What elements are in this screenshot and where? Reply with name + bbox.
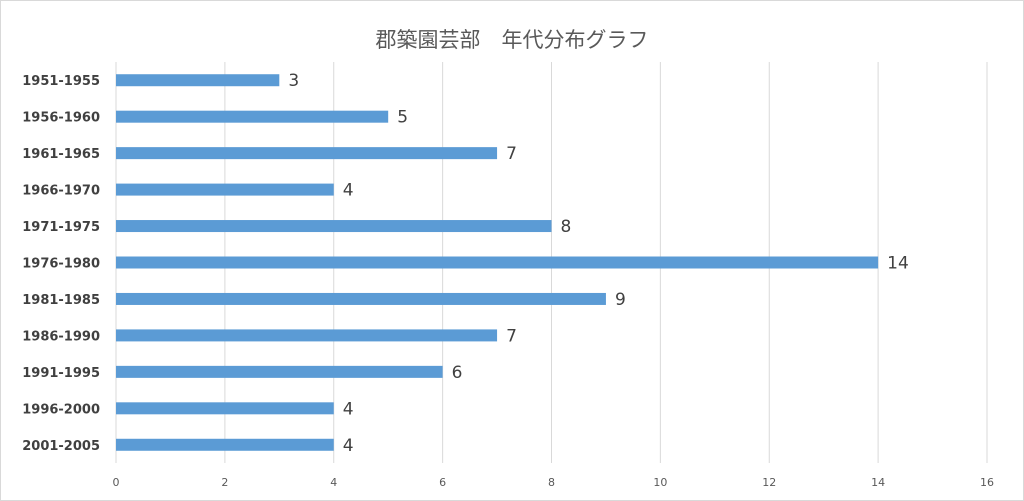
x-tick-label: 14 — [871, 476, 885, 489]
data-label: 5 — [397, 108, 408, 128]
category-label: 1956-1960 — [22, 111, 100, 126]
data-label: 7 — [506, 144, 517, 164]
x-tick-label: 10 — [653, 476, 667, 489]
x-tick-label: 0 — [113, 476, 120, 489]
chart-title: 郡築園芸部 年代分布グラフ — [375, 28, 649, 52]
category-label: 1986-1990 — [22, 329, 100, 344]
bar — [116, 402, 334, 415]
category-label: 1971-1975 — [22, 220, 100, 235]
bar — [116, 365, 443, 378]
data-label: 4 — [343, 399, 354, 419]
bar — [116, 110, 389, 123]
category-label: 2001-2005 — [22, 439, 100, 454]
category-label: 1991-1995 — [22, 366, 100, 381]
x-tick-label: 4 — [330, 476, 337, 489]
data-label: 9 — [615, 290, 626, 310]
category-labels: 1951-1955 1956-1960 1961-1965 1966-1970 1971… — [22, 74, 100, 454]
bar — [116, 256, 879, 269]
category-label: 1951-1955 — [22, 74, 100, 89]
category-label: 1966-1970 — [22, 184, 100, 199]
bar — [116, 292, 606, 305]
data-label: 4 — [343, 181, 354, 201]
bar — [116, 220, 552, 233]
data-labels: 3 5 7 4 8 14 9 7 6 4 4 — [288, 71, 908, 456]
x-tick-label: 6 — [439, 476, 446, 489]
x-tick-label: 8 — [548, 476, 555, 489]
bar — [116, 329, 498, 342]
bar — [116, 147, 498, 160]
bar — [116, 438, 334, 451]
x-tick-label: 12 — [762, 476, 776, 489]
category-label: 1996-2000 — [22, 402, 100, 417]
category-label: 1961-1965 — [22, 147, 100, 162]
data-label: 8 — [561, 217, 572, 237]
x-tick-label: 16 — [980, 476, 994, 489]
tick-labels: 0 2 4 6 8 10 12 14 16 — [113, 476, 995, 489]
bar — [116, 183, 334, 196]
data-label: 6 — [452, 363, 463, 383]
category-label: 1976-1980 — [22, 257, 100, 272]
data-label: 3 — [288, 71, 299, 91]
bars — [116, 74, 879, 451]
data-label: 4 — [343, 436, 354, 456]
x-tick-label: 2 — [221, 476, 228, 489]
data-label: 14 — [887, 254, 909, 274]
category-label: 1981-1985 — [22, 293, 100, 308]
data-label: 7 — [506, 326, 517, 346]
bar — [116, 74, 280, 87]
